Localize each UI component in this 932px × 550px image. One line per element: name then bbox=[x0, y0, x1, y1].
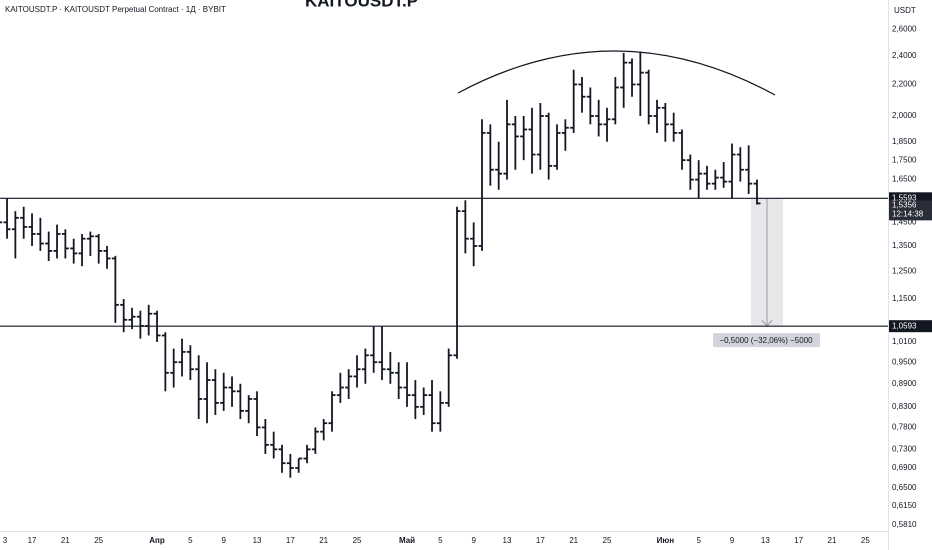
x-tick-label: Апр bbox=[149, 536, 165, 545]
x-tick-label: 9 bbox=[471, 536, 476, 545]
x-tick-label: 5 bbox=[696, 536, 701, 545]
price-label-bg bbox=[889, 200, 932, 221]
level-label-bg bbox=[889, 320, 932, 333]
y-tick-label: 0,8900 bbox=[892, 379, 917, 388]
axis-unit: USDT bbox=[894, 6, 916, 15]
y-tick-label: 0,5810 bbox=[892, 520, 917, 529]
y-tick-label: 0,8300 bbox=[892, 402, 917, 411]
price-label: 1,5356 bbox=[892, 200, 917, 209]
x-tick-label: 21 bbox=[569, 536, 578, 545]
y-tick-label: 0,6500 bbox=[892, 483, 917, 492]
measure-label-bg bbox=[713, 333, 820, 348]
y-tick-label: 2,4000 bbox=[892, 51, 917, 60]
x-tick-label: 17 bbox=[28, 536, 37, 545]
x-tick-label: 25 bbox=[603, 536, 612, 545]
x-tick-label: 25 bbox=[353, 536, 362, 545]
x-tick-label: 3 bbox=[3, 536, 8, 545]
y-tick-label: 1,7500 bbox=[892, 155, 917, 164]
y-tick-label: 0,7800 bbox=[892, 423, 917, 432]
y-tick-label: 0,9500 bbox=[892, 357, 917, 366]
chart-title: KAITOUSDT.P bbox=[305, 0, 418, 10]
x-tick-label: 25 bbox=[861, 536, 870, 545]
x-tick-label: 13 bbox=[253, 536, 262, 545]
measure-label: −0,5000 (−32,06%) −5000 bbox=[719, 336, 813, 345]
level-label: 1,0593 bbox=[892, 321, 917, 330]
level-label: 1,5593 bbox=[892, 193, 917, 202]
y-tick-label: 2,2000 bbox=[892, 80, 917, 89]
x-tick-label: 21 bbox=[61, 536, 70, 545]
price-timer: 12:14:38 bbox=[892, 209, 924, 218]
arc-drawing bbox=[457, 50, 776, 96]
y-tick-label: 2,6000 bbox=[892, 24, 917, 33]
x-tick-label: 5 bbox=[438, 536, 443, 545]
x-tick-label: 17 bbox=[794, 536, 803, 545]
x-tick-label: 21 bbox=[319, 536, 328, 545]
x-tick-label: 9 bbox=[730, 536, 735, 545]
y-tick-label: 0,6150 bbox=[892, 501, 917, 510]
x-tick-label: 5 bbox=[188, 536, 193, 545]
symbol-header: KAITOUSDT.P · KAITOUSDT Perpetual Contra… bbox=[5, 5, 226, 14]
y-tick-label: 0,7300 bbox=[892, 444, 917, 453]
y-tick-label: 1,6500 bbox=[892, 175, 917, 184]
y-tick-label: 1,2500 bbox=[892, 267, 917, 276]
x-tick-label: 9 bbox=[221, 536, 226, 545]
x-tick-label: 17 bbox=[286, 536, 295, 545]
y-tick-label: 2,0000 bbox=[892, 111, 917, 120]
x-tick-label: 21 bbox=[828, 536, 837, 545]
x-tick-label: 25 bbox=[94, 536, 103, 545]
x-tick-label: Май bbox=[399, 536, 415, 545]
y-tick-label: 1,4500 bbox=[892, 217, 917, 226]
y-tick-label: 1,0100 bbox=[892, 337, 917, 346]
y-tick-label: 1,1500 bbox=[892, 294, 917, 303]
y-tick-label: 1,8500 bbox=[892, 137, 917, 146]
x-tick-label: Июн bbox=[657, 536, 675, 545]
x-tick-label: 17 bbox=[536, 536, 545, 545]
x-tick-label: 13 bbox=[503, 536, 512, 545]
y-tick-label: 1,3500 bbox=[892, 241, 917, 250]
y-tick-label: 0,6900 bbox=[892, 463, 917, 472]
x-tick-label: 13 bbox=[761, 536, 770, 545]
